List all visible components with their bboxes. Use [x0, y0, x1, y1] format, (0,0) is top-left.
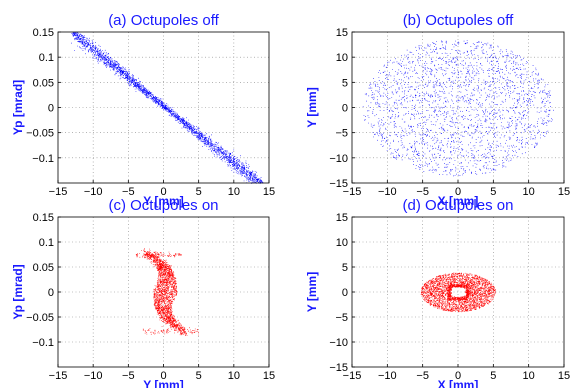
y-axis-label: Yp [mrad]	[11, 80, 25, 135]
y-tick-label: 0.15	[33, 27, 54, 39]
x-tick-label: 5	[490, 186, 496, 198]
x-tick-label: 5	[196, 370, 202, 382]
x-tick-label: 15	[263, 186, 275, 198]
axes-frame	[351, 31, 565, 184]
x-tick-label: 5	[490, 370, 496, 382]
x-tick-label: 15	[263, 370, 275, 382]
y-tick-label: −10	[329, 337, 348, 349]
y-axis-label: Y [mm]	[305, 272, 319, 312]
y-tick-label: 15	[336, 212, 348, 224]
y-tick-label: 10	[336, 52, 348, 64]
y-tick-label: 0	[48, 103, 54, 115]
y-tick-label: −5	[335, 312, 348, 324]
x-axis-label: X [mm]	[438, 194, 479, 208]
scatter-series	[362, 40, 554, 177]
axes-frame	[57, 216, 270, 368]
y-tick-label: 0.1	[39, 52, 54, 64]
y-axis-label: Yp [mrad]	[11, 264, 25, 319]
x-tick-label: 0	[160, 370, 166, 382]
chart-panel-4: −15 −10 −5 0 5 10 15 15 10 5 0 −5 −10 −15 (d) Octupole…	[305, 197, 570, 388]
x-tick-label: −10	[378, 186, 397, 198]
x-tick-label: 10	[228, 370, 240, 382]
y-axis-label: Y [mm]	[305, 87, 319, 127]
x-tick-label: −15	[343, 370, 362, 382]
chart-title: (b) Octupoles off	[403, 12, 514, 29]
x-axis-label: Y [mm]	[143, 378, 183, 388]
x-tick-label: 15	[558, 186, 570, 198]
y-tick-label: 0.05	[33, 77, 54, 89]
x-tick-label: −10	[84, 186, 103, 198]
x-tick-label: −10	[378, 370, 397, 382]
scatter-series	[420, 272, 496, 313]
x-tick-label: 10	[228, 186, 240, 198]
y-tick-label: 0.05	[33, 262, 54, 274]
y-tick-label: −15	[329, 362, 348, 374]
chart-title: (a) Octupoles off	[108, 12, 219, 29]
y-tick-label: −0.1	[32, 337, 54, 349]
y-tick-label: −0.1	[32, 153, 54, 165]
chart-panel-3: −15 −10 −5 0 5 10 15 0.15 0.1 0.05 0 −0.05 −0.1 (c) O…	[11, 197, 275, 388]
scatter-points	[71, 32, 264, 184]
x-tick-label: 10	[523, 370, 535, 382]
scatter-points	[135, 248, 199, 336]
y-tick-label: 0.15	[33, 212, 54, 224]
x-tick-label: −15	[343, 186, 362, 198]
y-tick-label: 5	[342, 262, 348, 274]
y-tick-label: −5	[335, 128, 348, 140]
y-tick-label: −0.05	[26, 312, 54, 324]
x-tick-label: 0	[455, 186, 461, 198]
x-tick-label: 10	[523, 186, 535, 198]
y-tick-label: 0	[342, 287, 348, 299]
chart-title: (c) Octupoles on	[108, 197, 218, 214]
y-tick-label: 0	[342, 103, 348, 115]
x-tick-label: −5	[122, 370, 135, 382]
chart-panel-1: −15 −10 −5 0 5 10 15 0.15 0.1 0.05 0 −0.05 −0.1 (a) O…	[11, 12, 275, 208]
x-tick-label: −10	[84, 370, 103, 382]
x-tick-label: −15	[49, 186, 68, 198]
x-tick-label: −5	[416, 370, 429, 382]
y-tick-label: 15	[336, 27, 348, 39]
scatter-series	[135, 248, 199, 336]
scatter-points	[420, 272, 496, 313]
x-tick-label: 0	[455, 370, 461, 382]
y-tick-label: −10	[329, 153, 348, 165]
y-tick-label: −15	[329, 178, 348, 190]
y-tick-label: 10	[336, 237, 348, 249]
x-tick-label: 0	[160, 186, 166, 198]
scatter-series	[71, 32, 264, 184]
chart-panel-2: −15 −10 −5 0 5 10 15 15 10 5 0 −5 −10 −15 (b) Octupole…	[305, 12, 570, 208]
y-tick-label: 5	[342, 77, 348, 89]
x-tick-label: 5	[196, 186, 202, 198]
x-tick-label: 15	[558, 370, 570, 382]
x-tick-label: −15	[49, 370, 68, 382]
axes-frame	[351, 216, 565, 368]
x-axis-label: Y [mm]	[143, 194, 183, 208]
x-tick-label: −5	[416, 186, 429, 198]
y-tick-label: −0.05	[26, 128, 54, 140]
y-tick-label: 0.1	[39, 237, 54, 249]
y-tick-label: 0	[48, 287, 54, 299]
scatter-points	[362, 40, 554, 177]
chart-title: (d) Octupoles on	[403, 197, 514, 214]
x-axis-label: X [mm]	[438, 378, 479, 388]
x-tick-label: −5	[122, 186, 135, 198]
axes-frame	[57, 31, 270, 184]
